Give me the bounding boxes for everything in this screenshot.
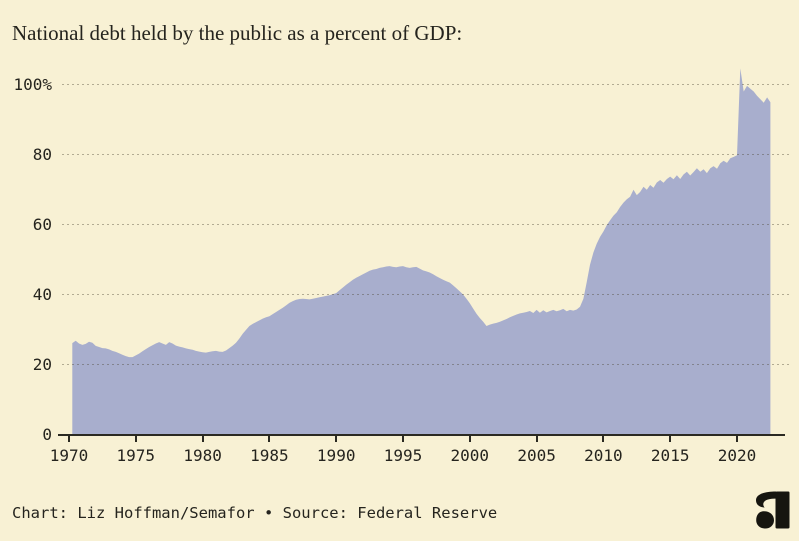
x-tick-2015: [669, 436, 672, 442]
x-tick-label-1970: 1970: [49, 446, 89, 465]
gridline-20: [62, 363, 790, 366]
x-tick-2000: [468, 436, 471, 442]
y-tick-label-100: 100%: [13, 74, 52, 94]
gridline-60: [62, 223, 790, 226]
x-tick-1980: [201, 436, 204, 442]
x-tick-1970: [68, 436, 70, 442]
x-tick-1985: [268, 436, 271, 442]
x-tick-label-1990: 1990: [316, 446, 356, 465]
x-axis-line: [58, 434, 785, 437]
x-tick-label-1985: 1985: [250, 446, 289, 465]
x-tick-2020: [736, 436, 738, 442]
x-tick-label-1995: 1995: [383, 446, 423, 465]
y-tick-label-0: 0: [42, 424, 52, 444]
gridline-100: [62, 83, 790, 86]
chart-title: National debt held by the public as a pe…: [12, 21, 463, 45]
x-tick-label-2005: 2005: [517, 446, 556, 465]
x-tick-2005: [535, 436, 538, 442]
x-tick-label-2010: 2010: [584, 446, 623, 465]
x-tick-1990: [335, 436, 338, 442]
x-tick-label-1975: 1975: [116, 446, 156, 465]
x-tick-label-2000: 2000: [450, 446, 490, 465]
x-tick-label-2015: 2015: [650, 446, 690, 465]
gridline-80: [62, 153, 790, 156]
y-tick-label-80: 80: [32, 144, 52, 164]
credit-source-text: Chart: Liz Hoffman/Semafor • Source: Fed…: [12, 504, 498, 522]
x-tick-label-1980: 1980: [183, 446, 222, 465]
x-tick-1975: [134, 436, 137, 442]
y-tick-label-60: 60: [32, 214, 52, 234]
x-tick-label-2020: 2020: [717, 446, 757, 465]
y-tick-label-20: 20: [32, 354, 52, 374]
area-fill-shape: [72, 68, 771, 436]
x-tick-2010: [602, 436, 605, 442]
y-tick-label-40: 40: [32, 284, 52, 304]
chart-footer: Chart: Liz Hoffman/Semafor • Source: Fed…: [12, 504, 497, 523]
x-tick-1995: [402, 436, 404, 442]
gridline-40: [62, 293, 790, 296]
semafor-logo-icon: [756, 491, 790, 529]
